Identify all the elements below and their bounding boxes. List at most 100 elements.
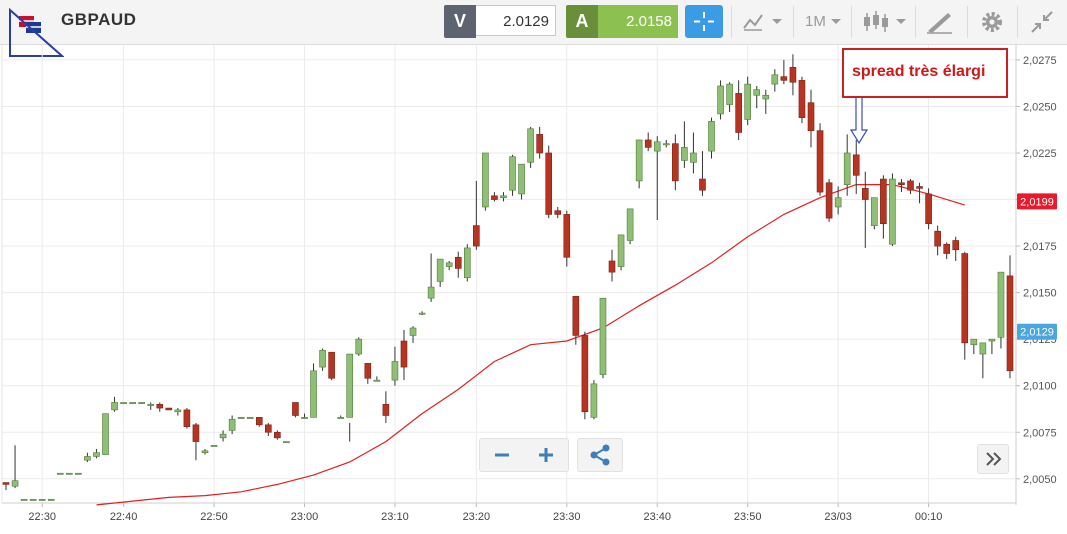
candle	[138, 402, 145, 404]
candle	[898, 182, 905, 185]
candle	[418, 312, 426, 315]
candle	[29, 498, 37, 501]
candle	[825, 182, 833, 219]
candle	[762, 94, 770, 100]
candle	[500, 195, 507, 198]
candle	[681, 147, 688, 161]
candle	[75, 472, 82, 475]
candlestick-icon	[864, 11, 888, 32]
candle	[473, 225, 480, 247]
toolbar-divider	[1017, 6, 1018, 38]
candle	[364, 363, 372, 379]
candle	[798, 80, 806, 118]
zoom-controls	[479, 438, 569, 472]
candle	[726, 83, 733, 105]
candle	[563, 214, 571, 258]
candle	[708, 121, 715, 152]
candle	[952, 240, 960, 251]
candle	[861, 188, 869, 200]
current-price-tag-bg	[1017, 323, 1057, 340]
candle	[337, 417, 344, 419]
candle	[84, 456, 91, 461]
candle	[735, 93, 742, 133]
drawing-tools-button[interactable]	[922, 0, 958, 44]
sell-label[interactable]: V	[444, 5, 476, 38]
settings-button[interactable]	[976, 0, 1008, 44]
candle	[644, 139, 652, 148]
candle	[635, 139, 643, 182]
x-tick-label: 22:40	[110, 511, 138, 523]
candle	[907, 180, 914, 191]
candle	[662, 143, 670, 146]
candle	[11, 480, 19, 487]
y-tick-label: 2,0050	[1023, 474, 1057, 486]
timeframe-label[interactable]: 1M	[805, 13, 826, 30]
x-tick-label: 23:40	[643, 511, 671, 523]
candle	[219, 433, 227, 439]
candle	[518, 163, 525, 195]
candle	[156, 404, 164, 409]
candle	[56, 472, 64, 475]
toolbar-divider	[915, 6, 916, 38]
candle	[491, 195, 498, 200]
candle	[554, 210, 562, 215]
candle	[328, 351, 335, 379]
crosshair-icon	[694, 12, 714, 31]
corner-triangle-icon	[9, 7, 64, 57]
candle	[744, 83, 751, 120]
plus-icon	[539, 448, 553, 462]
candle	[454, 256, 462, 269]
toolbar-divider	[793, 6, 794, 38]
candle	[1006, 275, 1014, 372]
zoom-in-button[interactable]	[524, 439, 568, 471]
candle	[355, 338, 363, 355]
candle	[626, 208, 634, 241]
crosshair-button[interactable]	[685, 5, 723, 38]
annotation-box: spread très élargi	[842, 48, 1008, 98]
candle	[102, 413, 109, 455]
candle	[807, 102, 815, 131]
ma-price-tag: 2,0199	[1020, 196, 1054, 208]
y-tick-label: 2,0150	[1023, 288, 1057, 300]
double-chevron-right-icon	[986, 452, 1002, 466]
candle	[880, 178, 887, 225]
candle	[292, 402, 299, 416]
gear-icon	[982, 12, 1002, 32]
toolbar-divider	[967, 6, 968, 38]
candle	[111, 402, 118, 411]
scroll-to-latest-button[interactable]	[977, 444, 1009, 474]
collapse-button[interactable]	[1026, 0, 1058, 44]
x-tick-label: 23:00	[291, 511, 319, 523]
share-button[interactable]	[577, 438, 623, 472]
buy-label[interactable]: A	[566, 5, 598, 38]
candle	[834, 197, 842, 208]
candle	[699, 178, 706, 191]
zoom-out-button[interactable]	[480, 439, 524, 471]
candle	[346, 353, 354, 418]
candle	[527, 128, 534, 163]
y-tick-label: 2,0250	[1023, 101, 1057, 113]
chart-type-button[interactable]	[738, 0, 788, 44]
candle	[93, 452, 100, 457]
candle	[400, 340, 408, 368]
candle	[183, 409, 191, 427]
candle	[246, 417, 254, 419]
candle	[409, 327, 417, 336]
candlestick-type-button[interactable]	[858, 0, 910, 44]
candle	[66, 472, 73, 475]
buy-price[interactable]: 2.0158	[598, 5, 678, 38]
top-toolbar: GBPAUD V 2.0129 A 2.0158 1M	[0, 0, 1067, 57]
sell-price[interactable]: 2.0129	[476, 5, 556, 36]
x-tick-label: 22:50	[200, 511, 228, 523]
candle	[373, 379, 381, 382]
moving-average-line	[96, 184, 965, 506]
candle	[608, 260, 616, 273]
candle	[997, 271, 1005, 338]
candle	[653, 141, 661, 152]
candle	[310, 370, 317, 418]
candle	[672, 143, 679, 182]
y-tick-label: 2,0075	[1023, 427, 1057, 439]
price-chart[interactable]: 2,02752,02502,02252,02002,01752,01502,01…	[0, 45, 1067, 534]
candle	[301, 417, 308, 419]
candle	[690, 152, 697, 163]
